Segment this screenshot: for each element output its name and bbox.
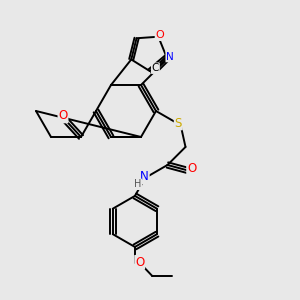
Text: H: H — [134, 179, 142, 189]
Text: C: C — [152, 63, 159, 73]
Text: N: N — [140, 170, 149, 183]
Text: O: O — [135, 256, 144, 269]
Text: N: N — [166, 52, 174, 61]
Text: O: O — [155, 30, 164, 40]
Text: O: O — [187, 162, 196, 176]
Text: S: S — [175, 116, 182, 130]
Text: O: O — [58, 110, 68, 122]
